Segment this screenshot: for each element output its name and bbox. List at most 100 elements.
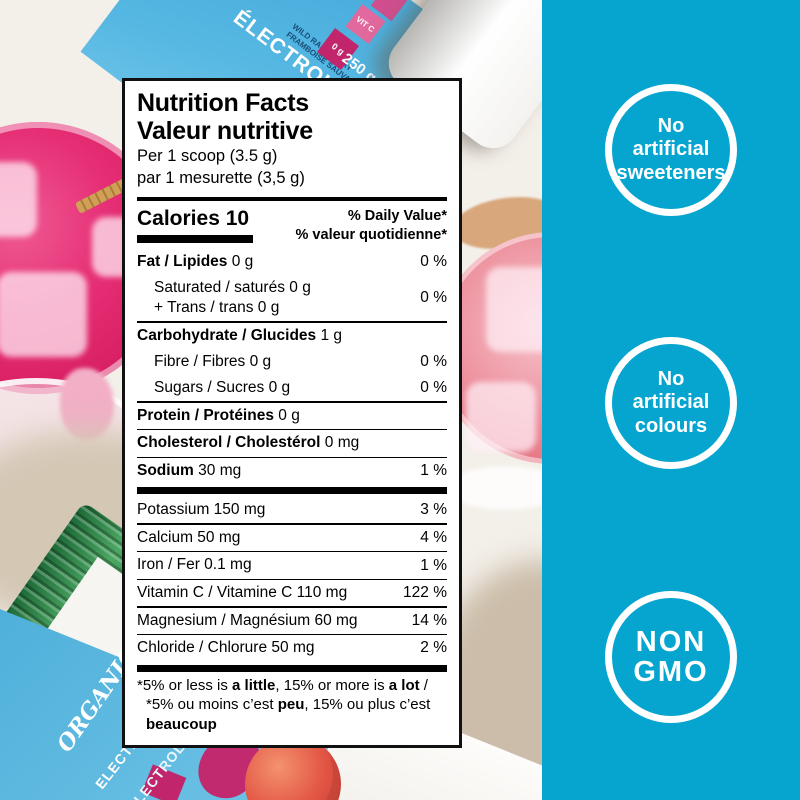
nutrient-label: Magnesium / Magnésium 60 mg [137, 611, 358, 631]
nutrient-text: Cholesterol / Cholestérol [137, 434, 325, 452]
nutrient-text: Iron / Fer 0.1 mg [137, 556, 252, 574]
badge-text: No artificial colours [633, 368, 710, 438]
nutrient-label: Sodium 30 mg [137, 461, 241, 481]
nutrient-text: a lot [388, 676, 420, 694]
nutrient-label: Cholesterol / Cholestérol 0 mg [137, 433, 359, 453]
daily-value-header: % Daily Value* % valeur quotidienne* [296, 207, 447, 245]
badge-line: No [657, 114, 685, 137]
nutrient-rows: Fat / Lipides 0 g 0 % Saturated / saturés … [137, 249, 447, 672]
nutrient-label: Fat / Lipides 0 g [137, 252, 253, 272]
nutrient-text: 0 mg [324, 434, 360, 452]
nutrient-text: / *5% ou moins c’est [146, 676, 428, 714]
daily-value-percent: 122 % [403, 584, 447, 602]
nutrient-text: Protein / Protéines [137, 406, 279, 424]
daily-value-percent: 1 % [420, 556, 447, 574]
calories-value: Calories 10 [137, 207, 253, 244]
divider [137, 401, 447, 403]
divider-heavy [137, 197, 447, 202]
pink-reflection [60, 368, 114, 440]
nutrient-row: Fat / Lipides 0 g 0 % [137, 249, 447, 275]
nutrient-text: , 15% or more is [275, 676, 389, 694]
nutrient-text: 0 g [231, 252, 254, 270]
nutrient-text: Chloride / Chlorure 50 mg [137, 639, 315, 657]
nutrient-text: Calcium 50 mg [137, 528, 241, 546]
badge-line: colours [634, 414, 708, 437]
nutrient-label: Carbohydrate / Glucides 1 g [137, 326, 342, 346]
nutrient-text: Sugars / Sucres 0 g [154, 379, 291, 397]
nutrient-label: Sugars / Sucres 0 g [137, 378, 290, 398]
badge-text: NON GMO [633, 625, 708, 687]
nutrient-row: Cholesterol / Cholestérol 0 mg [137, 430, 447, 456]
badge-line: No [657, 367, 685, 390]
divider [137, 487, 447, 495]
badge-no-artificial-colours: No artificial colours [605, 337, 737, 469]
badge-text: No artificial sweeteners [617, 115, 726, 185]
nutrient-row: Chloride / Chlorure 50 mg 2 % [137, 635, 447, 661]
daily-value-percent: 2 % [420, 639, 447, 657]
divider [137, 428, 447, 431]
badge-non-gmo: NON GMO [605, 591, 737, 723]
serving-size-fr: par 1 mesurette (3,5 g) [137, 169, 305, 188]
nutrient-text: , 15% ou plus c’est [304, 696, 431, 714]
nutrient-text: Fat / Lipides [137, 252, 232, 270]
daily-value-percent: 0 % [420, 379, 447, 397]
divider [137, 606, 447, 608]
nutrient-row: Potassium 150 mg 3 % [137, 497, 447, 523]
badge-line: artificial [632, 138, 710, 161]
nutrient-row: Carbohydrate / Glucides 1 g [137, 323, 447, 349]
nutrient-text: 0 g [278, 406, 300, 424]
nutrient-label: Saturated / saturés 0 g + Trans / trans 0… [137, 278, 311, 318]
nutrient-row: Sugars / Sucres 0 g 0 % [137, 375, 447, 401]
divider [137, 664, 447, 672]
nutrition-facts-panel: Nutrition Facts Valeur nutritive Per 1 s… [122, 78, 462, 748]
serving-size-en: Per 1 scoop (3.5 g) [137, 147, 278, 165]
badge-line: artificial [632, 391, 710, 414]
nutrient-text: *5% or less is [137, 676, 233, 694]
badge-no-artificial-sweeteners: No artificial sweeteners [605, 84, 737, 216]
nutrient-text: Potassium 150 mg [137, 501, 266, 519]
daily-value-percent: 3 % [420, 501, 447, 519]
daily-value-footnote: *5% or less is a little, 15% or more is … [137, 676, 447, 735]
divider [137, 523, 447, 525]
ice-cube [466, 382, 536, 452]
claims-sidebar: No artificial sweeteners No artificial c… [542, 0, 800, 800]
nutrient-text: 30 mg [198, 462, 242, 480]
nutrient-label: Protein / Protéines 0 g [137, 406, 300, 426]
nutrient-text: 1 g [320, 326, 343, 344]
nutrient-text: Magnesium / Magnésium 60 mg [137, 611, 358, 629]
nutrient-text: Sodium [137, 462, 199, 480]
nutrition-title-fr: Valeur nutritive [137, 117, 313, 145]
calories-text: Calories 10 [137, 207, 250, 231]
daily-value-percent: 0 % [420, 289, 447, 307]
daily-value-percent: 0 % [420, 353, 447, 371]
nutrient-label: Chloride / Chlorure 50 mg [137, 638, 314, 658]
badge-line: NON [635, 625, 707, 658]
divider [137, 456, 447, 459]
nutrient-row: Iron / Fer 0.1 mg 1 % [137, 552, 447, 578]
nutrient-row: Vitamin C / Vitamine C 110 mg 122 % [137, 580, 447, 606]
nutrient-text: beaucoup [146, 716, 217, 734]
daily-value-fr: % valeur quotidienne* [295, 227, 447, 244]
nutrient-row: Saturated / saturés 0 g + Trans / trans 0… [137, 275, 447, 321]
calories-row: Calories 10 % Daily Value* % valeur quot… [137, 207, 447, 245]
calories-underline [137, 235, 253, 244]
nutrient-text: peu [277, 696, 305, 714]
nutrient-row: Calcium 50 mg 4 % [137, 525, 447, 551]
daily-value-percent: 14 % [411, 611, 447, 629]
nutrient-text: Carbohydrate / Glucides [137, 326, 321, 344]
nutrient-label: Fibre / Fibres 0 g [137, 352, 271, 372]
divider [137, 550, 447, 553]
nutrition-title-en: Nutrition Facts [137, 89, 309, 117]
nutrient-row: Sodium 30 mg 1 % [137, 458, 447, 484]
nutrient-text: Fibre / Fibres 0 g [154, 352, 272, 370]
nutrient-row: Fibre / Fibres 0 g 0 % [137, 349, 447, 375]
nutrient-text: Saturated / saturés 0 g [154, 279, 311, 297]
nutrient-text: Vitamin C / Vitamine C 110 mg [137, 584, 348, 602]
splash-dot [232, 744, 242, 754]
daily-value-percent: 0 % [420, 252, 447, 270]
nutrient-label: Potassium 150 mg [137, 500, 265, 520]
nutrient-label: Iron / Fer 0.1 mg [137, 555, 252, 575]
daily-value-percent: 1 % [420, 462, 447, 480]
divider [137, 633, 447, 636]
